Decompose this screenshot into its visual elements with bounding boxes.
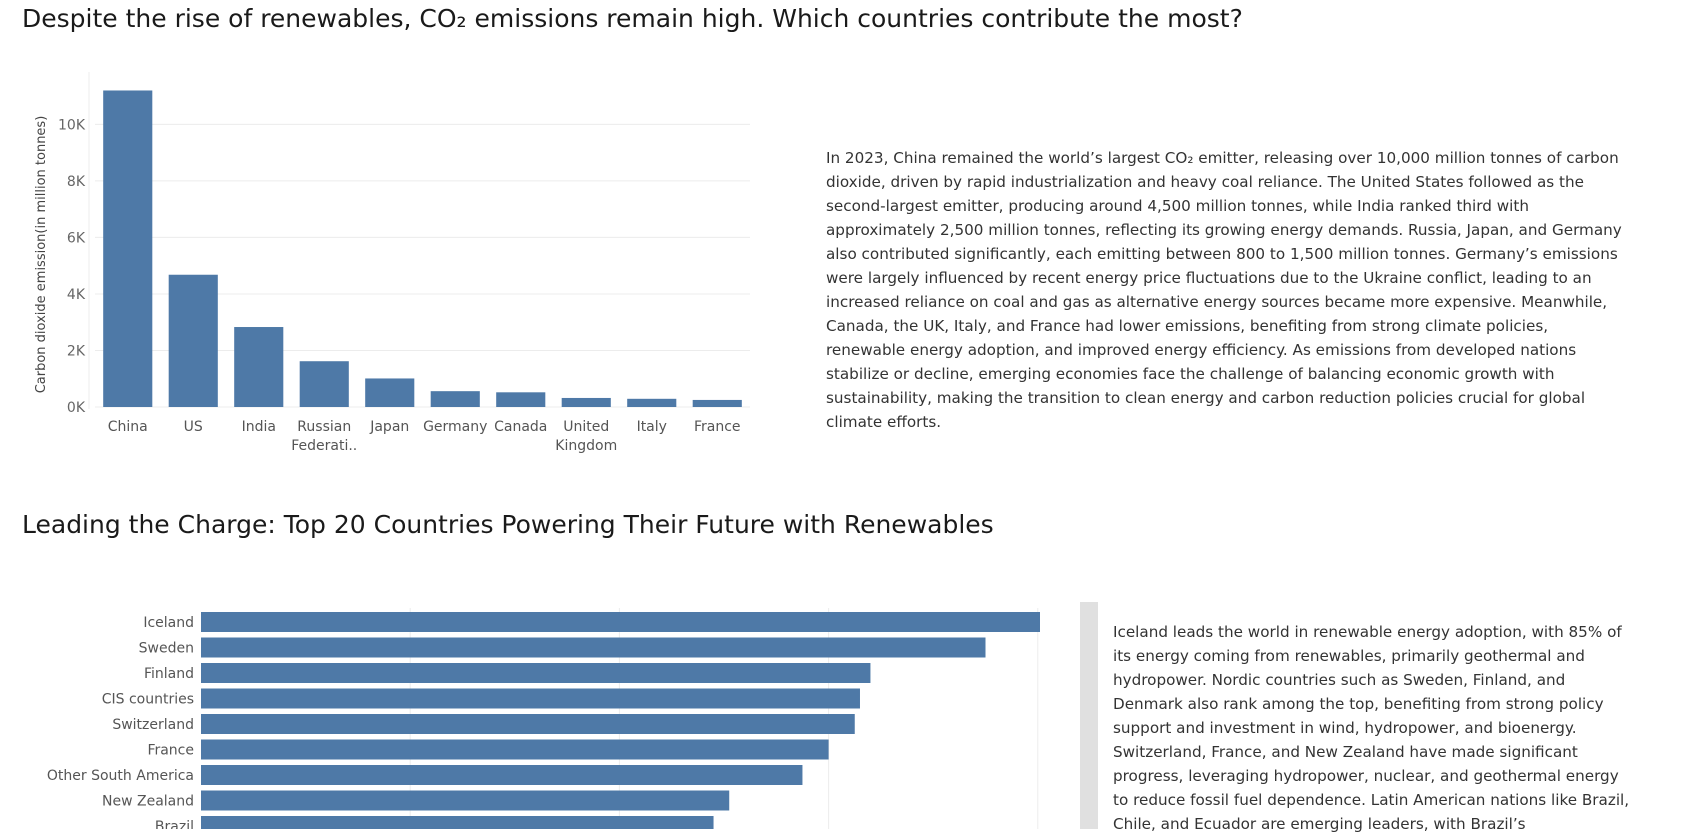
x-tick-label: India (242, 419, 276, 435)
x-tick-label: China (108, 419, 148, 435)
bar-canada[interactable] (496, 392, 546, 407)
bar-us[interactable] (168, 274, 218, 407)
co2-description: In 2023, China remained the world’s larg… (826, 149, 1622, 431)
bar-sweden[interactable] (201, 637, 986, 658)
co2-chart-title: Despite the rise of renewables, CO₂ emis… (22, 4, 1243, 33)
co2-x-axis-labels: China US India Russian Federati.. Japan German… (108, 419, 741, 454)
y-tick-label: CIS countries (102, 692, 194, 708)
y-tick-label: 4K (67, 287, 86, 303)
co2-emissions-bar-chart: 0K 2K 4K 6K 8K 10K China US India Russian Federat… (34, 72, 750, 454)
bar-united[interactable] (561, 397, 611, 407)
y-tick-label: Finland (144, 666, 194, 682)
co2-bars (103, 90, 742, 407)
y-tick-label: Other South America (47, 768, 194, 784)
renewables-y-axis-labels: Iceland Sweden Finland CIS countries Switzer… (47, 615, 194, 829)
bar-brazil[interactable] (201, 816, 714, 829)
bar-iceland[interactable] (201, 612, 1040, 632)
x-tick-label: US (184, 419, 203, 435)
x-tick-label: Italy (637, 419, 667, 435)
y-tick-label: New Zealand (102, 794, 194, 810)
y-tick-label: France (147, 743, 194, 759)
y-tick-label: 8K (67, 174, 86, 190)
bar-switzerland[interactable] (201, 714, 855, 734)
renewables-bar-chart: Iceland Sweden Finland CIS countries Switzer… (47, 608, 1040, 829)
co2-y-axis-ticks: 0K 2K 4K 6K 8K 10K (58, 117, 86, 416)
bar-germany[interactable] (430, 391, 480, 407)
y-tick-label: 10K (58, 117, 86, 133)
y-tick-label: 6K (67, 230, 86, 246)
bar-japan[interactable] (365, 378, 415, 407)
y-tick-label: Iceland (143, 615, 194, 631)
bar-china[interactable] (103, 90, 153, 407)
co2-y-axis-label: Carbon dioxide emission(in million tonne… (34, 116, 49, 394)
renewables-description: Iceland leads the world in renewable ene… (1113, 623, 1630, 833)
y-tick-label: Brazil (155, 819, 194, 829)
bar-italy[interactable] (627, 398, 677, 407)
y-tick-label: 0K (67, 400, 86, 416)
x-tick-label: United Kingdom (555, 419, 617, 454)
x-tick-label: Germany (423, 419, 487, 435)
scroll-indicator (1080, 602, 1098, 829)
renewables-chart-title: Leading the Charge: Top 20 Countries Pow… (22, 510, 994, 539)
y-tick-label: Switzerland (112, 717, 194, 733)
bar-france[interactable] (692, 399, 742, 407)
renewables-bars (201, 612, 1040, 829)
bar-india[interactable] (234, 327, 284, 407)
x-tick-label: France (694, 419, 741, 435)
bar-france[interactable] (201, 739, 829, 760)
bar-other-south-america[interactable] (201, 765, 803, 785)
x-tick-label: Russian Federati.. (291, 419, 357, 454)
y-tick-label: 2K (67, 343, 86, 359)
bar-new-zealand[interactable] (201, 790, 730, 811)
x-tick-label: Canada (494, 419, 547, 435)
bar-cis-countries[interactable] (201, 688, 860, 709)
y-tick-label: Sweden (139, 641, 194, 657)
bar-russian[interactable] (299, 361, 349, 407)
x-tick-label: Japan (369, 419, 409, 435)
bar-finland[interactable] (201, 663, 871, 683)
